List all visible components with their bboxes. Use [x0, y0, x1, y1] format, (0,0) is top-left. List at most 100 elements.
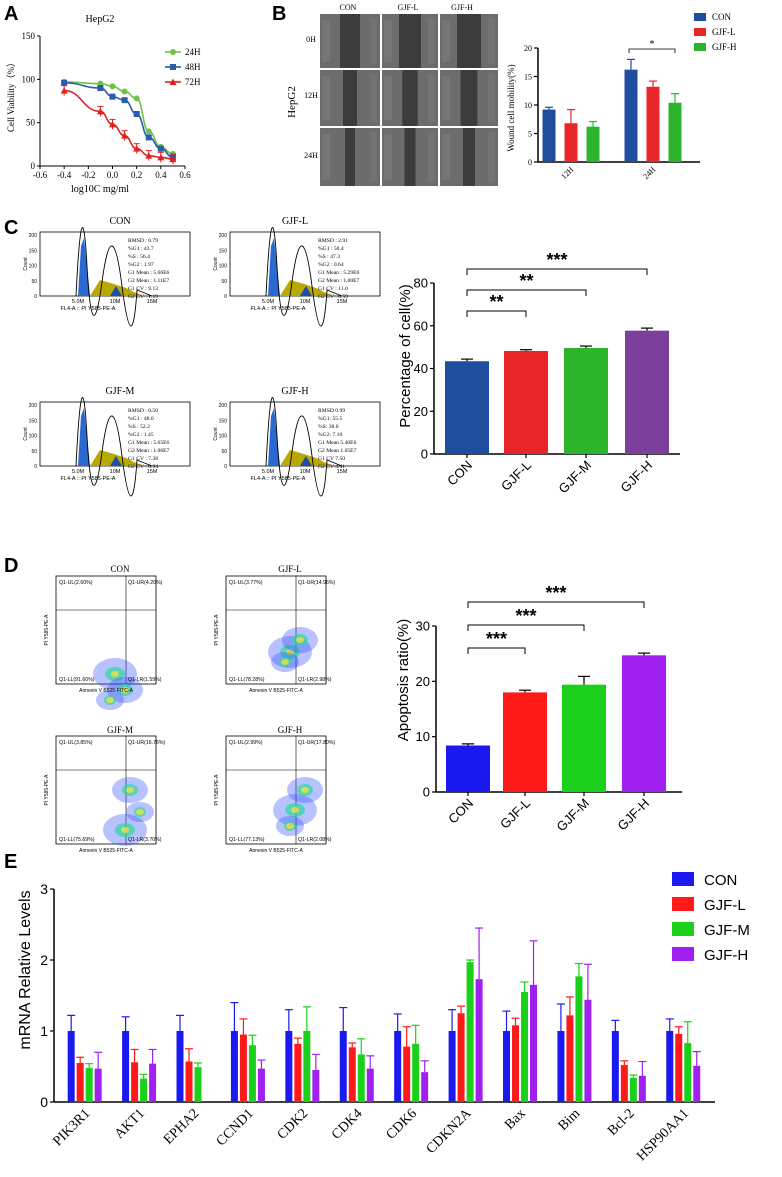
flow-c-y-tick: 150: [29, 418, 38, 424]
wound-texture: [488, 74, 495, 122]
wound-texture: [370, 74, 377, 122]
a-point: [121, 88, 128, 95]
b-sig-label: *: [650, 39, 655, 50]
flow-c-y-tick: 200: [29, 403, 38, 409]
flow-c-histogram-line: [265, 397, 343, 497]
b-legend-label: GJF-L: [712, 27, 736, 37]
flow-c-stat: G2 CV : 0.59: [318, 294, 348, 300]
flow-c-y-tick: 200: [29, 233, 38, 239]
apop-d-title: GJF-H: [278, 725, 303, 735]
e-legend-label: GJF-H: [704, 947, 748, 964]
flow-c-y-tick: 150: [219, 248, 228, 254]
b-y-tick-label: 5: [528, 129, 532, 138]
a-y-tick-label: 100: [22, 74, 36, 84]
apop-d-title: CON: [110, 564, 130, 574]
c-sig-label: ***: [546, 250, 567, 270]
apop-d-q-lr: Q1-LR(1.59%): [128, 677, 162, 683]
flow-c-y-tick: 0: [224, 294, 227, 300]
flow-c-y-tick: 200: [219, 233, 228, 239]
e-bar-AKT1-GJF-H: [149, 1063, 157, 1102]
d-sig-label: ***: [515, 606, 536, 626]
flow-c-x-tick: 5.0M: [72, 299, 85, 305]
flow-c-stat: RMSD : 0.79: [128, 238, 158, 244]
wound-texture: [322, 134, 330, 180]
e-x-tick-label: EPHA2: [161, 1106, 202, 1147]
e-x-tick-label: CDK2: [275, 1106, 311, 1142]
flow-c-stat: %G1 : 43.7: [128, 246, 154, 252]
flow-c-title: GJF-H: [281, 386, 308, 397]
d-sig-label: ***: [486, 629, 507, 649]
e-y-tick-label: 1: [40, 1023, 48, 1039]
c-sig-bracket: [466, 310, 527, 317]
d-bar-GJF-L: [503, 692, 547, 792]
chart-b-ylabel: Wound cell mobility(%): [506, 64, 516, 151]
flow-c-y-tick: 100: [219, 264, 228, 270]
flow-c-stat: %G1 : 50.4: [318, 246, 344, 252]
apop-d-density-peak: [291, 807, 299, 813]
flow-c-ylabel: Count: [213, 427, 219, 441]
wound-gap: [399, 14, 421, 68]
b-x-tick-label: 24H: [641, 165, 657, 181]
flow-c-x-tick: 10M: [300, 299, 311, 305]
a-point: [109, 93, 116, 100]
c-y-tick-label: 80: [414, 276, 428, 291]
c-x-tick-label: GJF-H: [617, 458, 655, 496]
a-point: [121, 97, 128, 104]
flow-c-stat: %S : 47.3: [318, 254, 340, 260]
chart-d-ylabel: Apoptosis ratio(%): [395, 619, 412, 742]
c-sig-bracket: [466, 268, 648, 275]
d-y-tick-label: 20: [416, 674, 430, 689]
apop-d-frame: [225, 735, 327, 845]
e-bar-HSP90AA1-GJF-M: [684, 1043, 692, 1102]
flow-c-stat: G1 CV : 7.38: [128, 456, 158, 462]
a-x-tick-label: -0.6: [33, 170, 48, 180]
wound-texture: [488, 132, 495, 182]
flow-c-stat: %G2 : 0.64: [318, 262, 344, 268]
e-bar-Bim-GJF-H: [584, 999, 592, 1102]
flow-c-y-tick: 150: [29, 248, 38, 254]
b-bar-GJF-L: [564, 123, 578, 162]
apop-d-q-ul: Q1-UL(3.85%): [59, 740, 93, 746]
b-legend-swatch: [694, 13, 706, 21]
apop-d-xlabel: Annexin V B525-FITC-A: [79, 848, 133, 854]
a-x-tick-label: 0.0: [107, 170, 119, 180]
e-x-tick-label: Bcl-2: [605, 1106, 638, 1139]
d-sig-bracket: [467, 647, 526, 654]
wound-texture: [322, 20, 330, 62]
e-bar-Bax-GJF-H: [530, 984, 538, 1102]
b-bar-CON: [542, 109, 556, 162]
apop-d-ylabel: PI Y585-PE-A: [214, 614, 220, 646]
flow-c-stat: G2 Mean 1.05E7: [318, 448, 357, 454]
e-bar-CDKN2A-GJF-H: [475, 979, 483, 1102]
wound-row-12h: 12H: [304, 91, 318, 100]
flow-c-stat: G1 CV : 11.0: [318, 286, 348, 292]
e-bar-CCND1-CON: [230, 1031, 238, 1102]
c-y-tick-label: 20: [414, 404, 428, 419]
flow-c-x-tick: 15M: [337, 299, 348, 305]
e-bar-Bcl-2-GJF-H: [638, 1075, 646, 1102]
d-sig-label: ***: [545, 583, 566, 603]
a-point: [145, 128, 152, 135]
flow-c-x-tick: 10M: [110, 299, 121, 305]
panel-a-chart: HepG2 Cell Viability（%） log10C mg/ml -0.…: [6, 14, 201, 195]
flow-c-stat: %G2: 7.10: [318, 432, 342, 438]
wound-gap: [457, 14, 481, 68]
a-x-tick-label: 0.2: [131, 170, 142, 180]
flow-c-g2-peak: [110, 456, 122, 466]
a-point: [109, 83, 116, 90]
c-y-tick-label: 0: [421, 447, 428, 462]
e-bar-PIK3R1-GJF-L: [76, 1062, 84, 1102]
flow-c-y-tick: 0: [224, 464, 227, 470]
panel-e-chart: mRNA Relative Levels 0 1 2 3 PIK3R1 AKT1 EPHA2…: [17, 872, 750, 1164]
wound-row-24h: 24H: [304, 151, 318, 160]
flow-c-stat: G2 Mean : 1.06E7: [128, 448, 170, 454]
e-bar-HSP90AA1-CON: [666, 1031, 674, 1102]
flow-c-stat: %G1 : 48.0: [128, 416, 154, 422]
wound-col-gjfl: GJF-L: [398, 3, 419, 12]
a-legend-label: 24H: [185, 47, 201, 57]
b-bar-CON: [624, 69, 638, 162]
a-point: [97, 85, 104, 91]
wound-texture: [428, 132, 435, 182]
e-bar-Bcl-2-CON: [611, 1031, 619, 1102]
e-bar-Bax-GJF-M: [521, 991, 529, 1102]
